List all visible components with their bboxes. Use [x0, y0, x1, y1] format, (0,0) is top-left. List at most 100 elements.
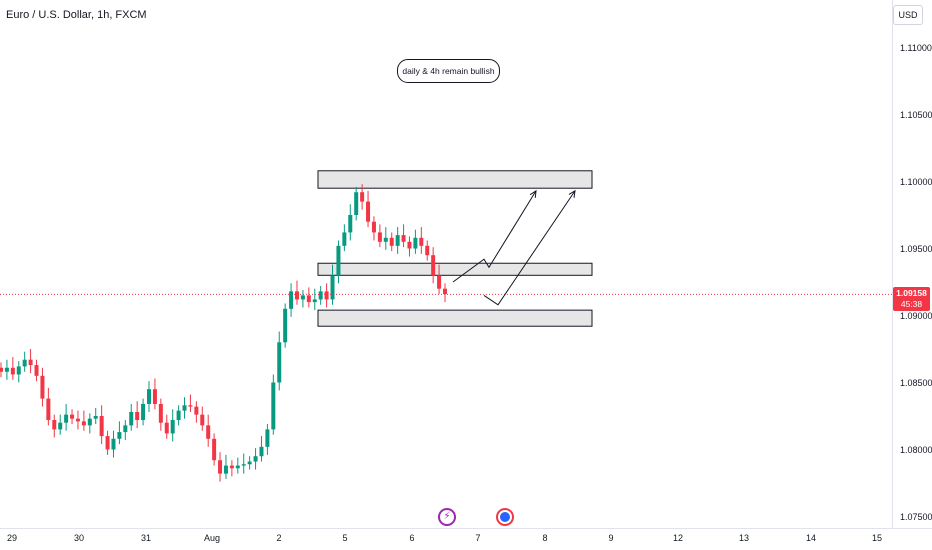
candle-body: [407, 241, 412, 249]
candle-body: [360, 192, 365, 202]
candle-body: [99, 416, 104, 437]
candle-body: [111, 438, 116, 450]
current-price-label: 1.09158 45:38: [893, 287, 930, 311]
candle-body: [253, 456, 258, 462]
time-tick-label: 31: [140, 533, 152, 543]
arrowhead-icon: [529, 189, 537, 198]
candle-body: [389, 237, 394, 246]
flash-event-icon[interactable]: ⚡: [438, 508, 456, 526]
candle-body: [419, 237, 424, 246]
candle-body: [206, 425, 211, 439]
candle-body: [105, 436, 110, 450]
candle-body: [164, 422, 169, 434]
candle-body: [176, 410, 181, 421]
price-tick-label: 1.08500: [900, 377, 932, 388]
lightning-icon: ⚡: [443, 511, 451, 522]
candle-body: [52, 420, 57, 430]
candle-body: [194, 406, 199, 415]
candle-body: [218, 460, 223, 474]
candle-body: [182, 405, 187, 411]
candle-body: [366, 201, 371, 222]
candle-body: [431, 255, 436, 276]
current-price-value: 1.09158: [896, 288, 927, 298]
candle-body: [330, 275, 335, 300]
arrowhead-icon: [568, 189, 576, 198]
candle-body: [0, 367, 3, 372]
symbol-title: Euro / U.S. Dollar, 1h, FXCM: [6, 9, 147, 21]
candle-body: [70, 414, 75, 419]
time-tick-label: 2: [276, 533, 282, 543]
candle-body: [289, 291, 294, 309]
candle-body: [223, 465, 228, 474]
candle-body: [383, 237, 388, 242]
price-zone: [317, 262, 593, 276]
candle-body: [247, 461, 252, 465]
candle-body: [348, 215, 353, 233]
price-tick-label: 1.10500: [900, 109, 932, 120]
time-tick-label: 30: [73, 533, 85, 543]
projection-path: [452, 190, 537, 283]
price-zone: [317, 309, 593, 327]
candle-body: [46, 398, 51, 421]
price-tick-label: 1.11000: [900, 42, 932, 53]
candle-body: [141, 403, 146, 421]
candle-body: [283, 308, 288, 343]
candle-body: [437, 275, 442, 289]
price-tick-label: 1.07500: [900, 511, 932, 522]
candle-body: [371, 221, 376, 233]
economic-event-icon[interactable]: [496, 508, 514, 526]
candle-body: [123, 425, 128, 433]
candle-body: [147, 389, 151, 404]
candle-body: [336, 245, 341, 276]
candle-body: [354, 192, 359, 215]
candle-body: [152, 389, 157, 404]
time-tick-label: 12: [672, 533, 684, 543]
candle-body: [425, 245, 430, 256]
candle-body: [342, 232, 347, 246]
annotation-callout[interactable]: daily & 4h remain bullish: [397, 59, 500, 83]
candle-body: [229, 465, 234, 469]
time-tick-label: 6: [409, 533, 415, 543]
candle-body: [271, 382, 276, 430]
candle-body: [212, 438, 217, 461]
time-tick-label: 7: [475, 533, 481, 543]
candle-body: [28, 359, 33, 366]
candle-body: [22, 359, 27, 367]
candle-body: [135, 411, 140, 421]
candle-body: [93, 416, 98, 419]
candle-body: [75, 418, 80, 422]
candle-body: [81, 421, 86, 426]
candle-body: [395, 235, 400, 246]
time-tick-label: 5: [342, 533, 348, 543]
price-tick-label: 1.10000: [900, 176, 932, 187]
time-tick-label: 15: [871, 533, 883, 543]
candle-body: [324, 291, 329, 300]
time-axis[interactable]: [0, 528, 932, 529]
candle-body: [170, 420, 175, 434]
price-tick-label: 1.09500: [900, 243, 932, 254]
candle-body: [129, 411, 134, 426]
price-axis[interactable]: [892, 0, 893, 528]
currency-button[interactable]: USD: [893, 5, 923, 25]
candle-body: [158, 403, 163, 423]
time-tick-label: 9: [608, 533, 614, 543]
candle-body: [318, 291, 323, 300]
time-tick-label: 29: [6, 533, 18, 543]
candle-body: [4, 367, 9, 372]
time-tick-label: 13: [738, 533, 750, 543]
candle-body: [40, 375, 45, 399]
projection-path: [483, 190, 576, 306]
candle-body: [64, 414, 69, 423]
candle-body: [235, 465, 240, 469]
candle-body: [277, 342, 282, 383]
candle-body: [300, 295, 305, 300]
price-tick-label: 1.09000: [900, 310, 932, 321]
candle-body: [377, 232, 382, 242]
time-tick-label: Aug: [203, 533, 221, 543]
candle-body: [117, 432, 122, 439]
bar-countdown: 45:38: [900, 299, 923, 309]
time-tick-label: 8: [542, 533, 548, 543]
candle-body: [34, 365, 39, 376]
